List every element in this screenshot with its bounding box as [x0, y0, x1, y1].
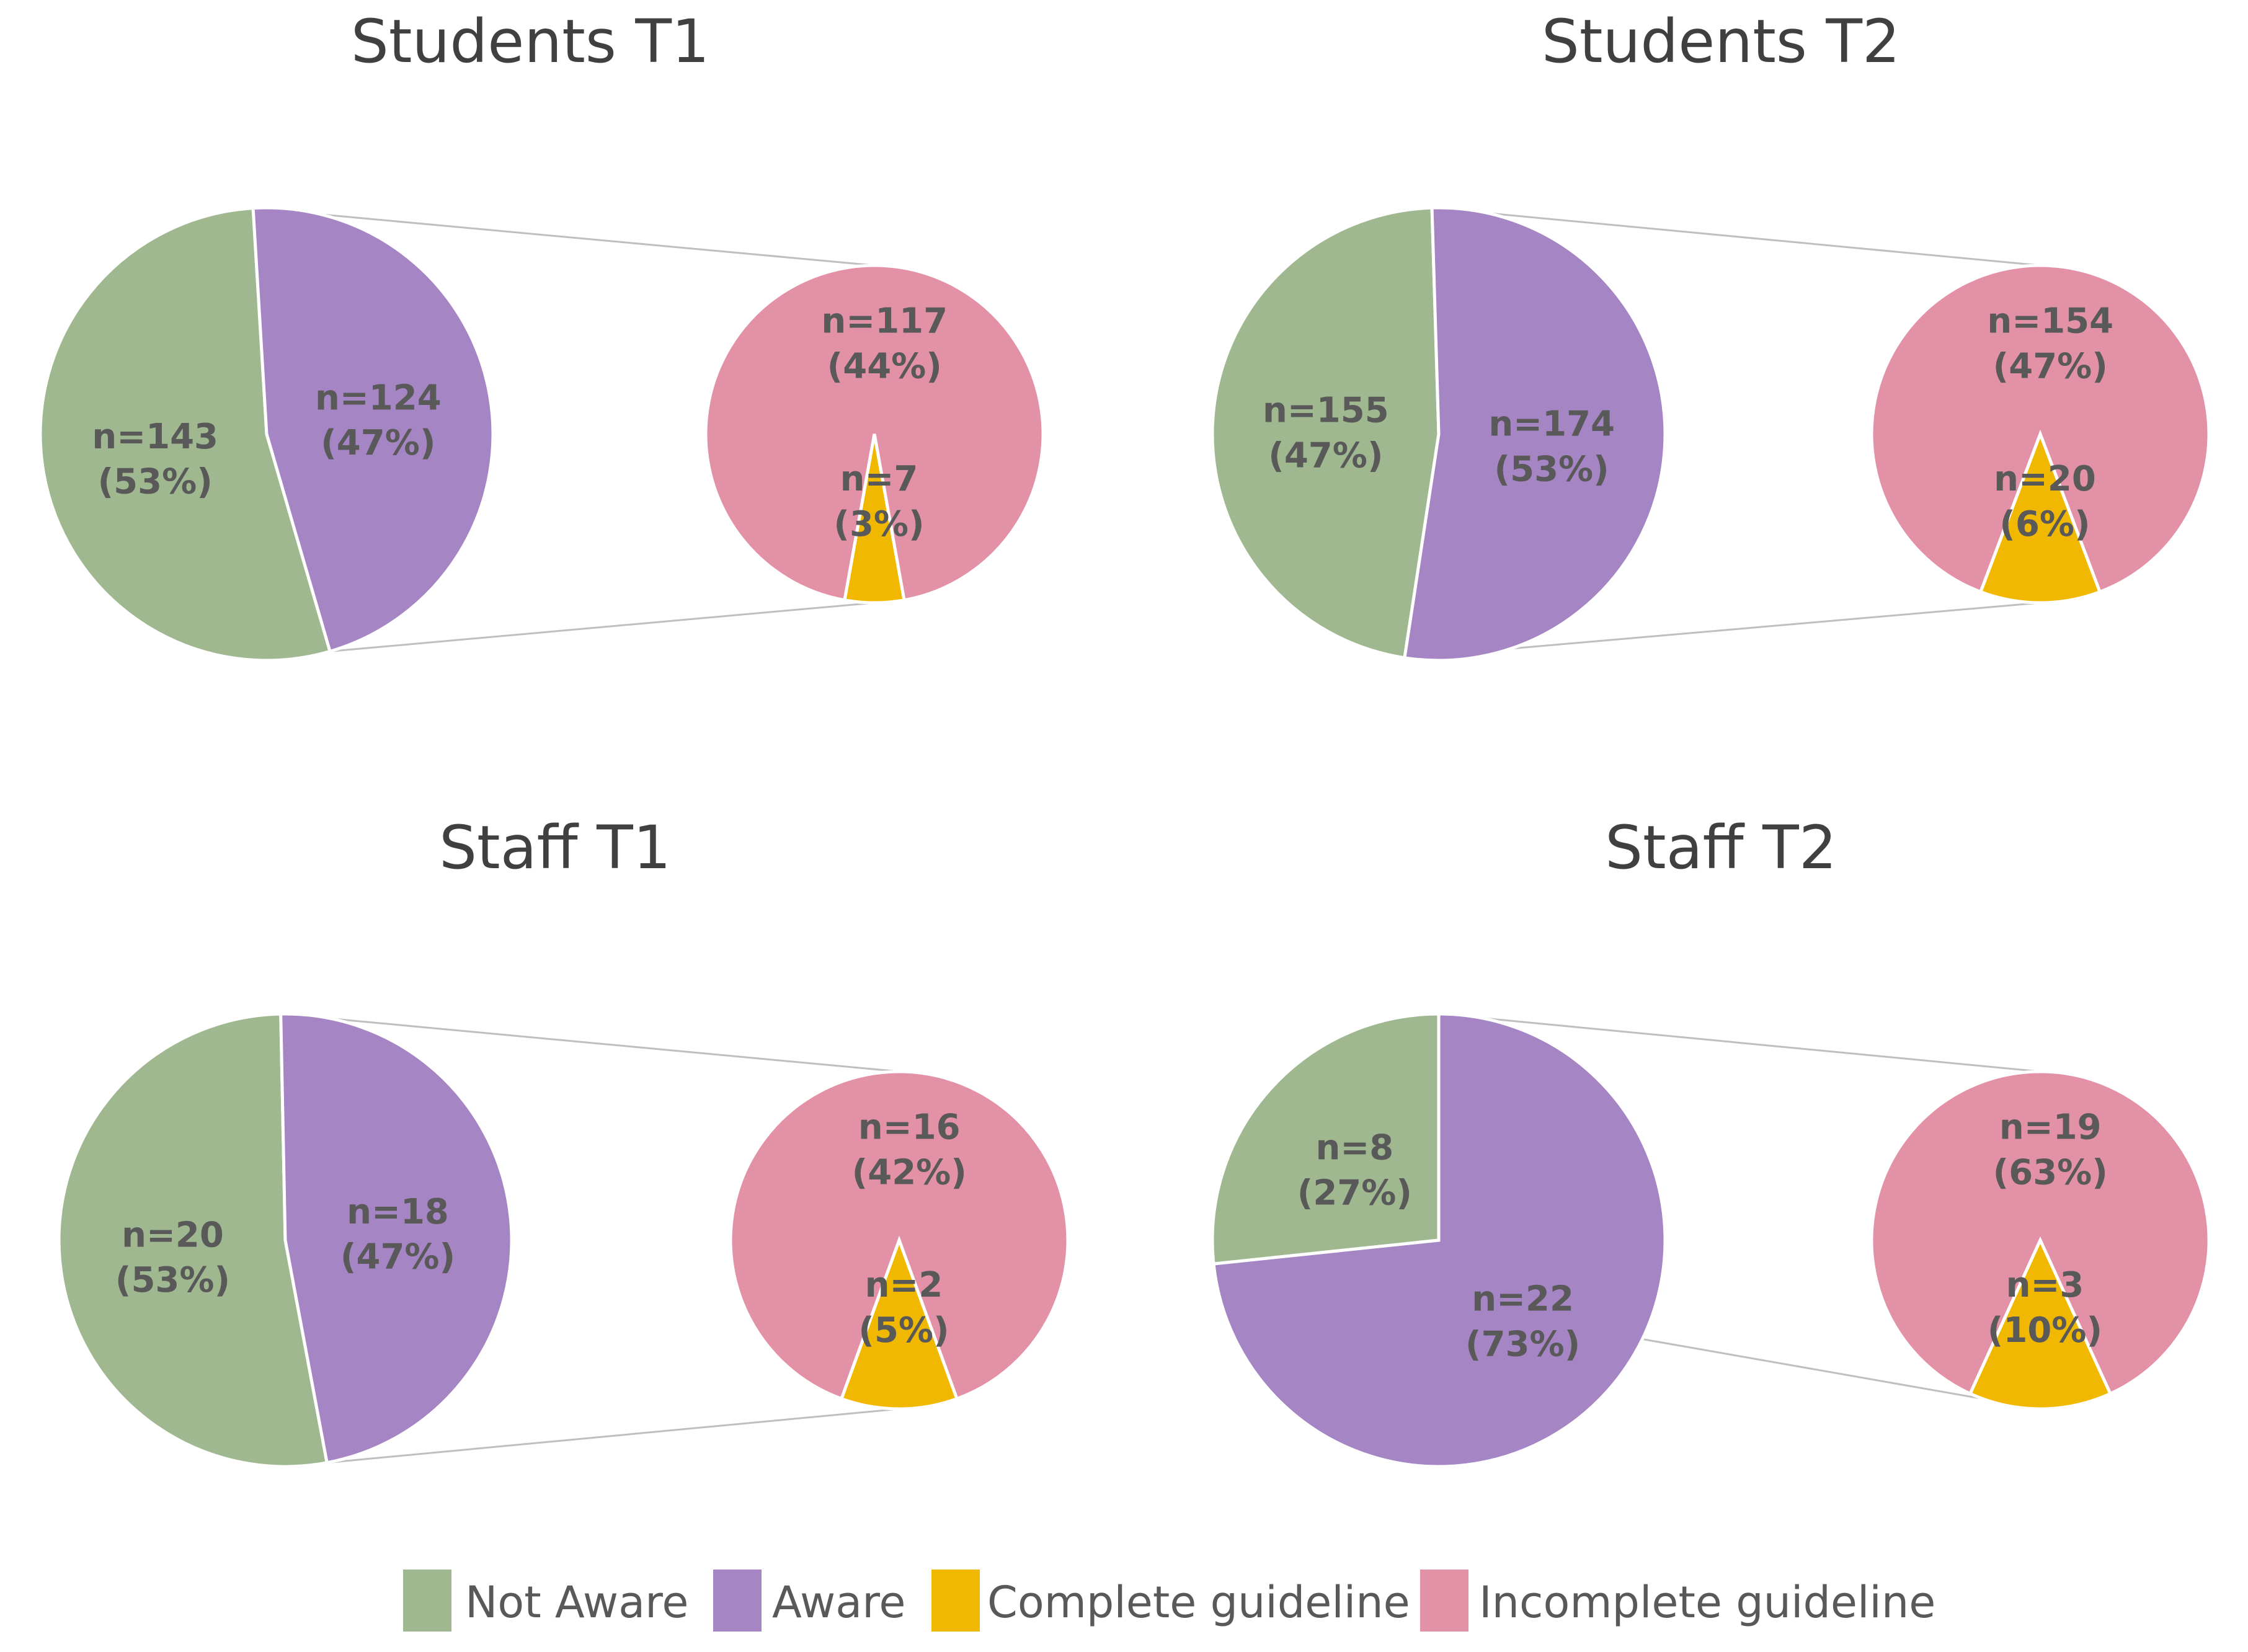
- legend-swatch-not-aware: [403, 1570, 451, 1632]
- legend-label-incomplete-guideline: Incomplete guideline: [1479, 1577, 1935, 1628]
- slice-aware: [251, 206, 495, 654]
- slice-not-aware: [1211, 1012, 1441, 1266]
- legend-label-not-aware: Not Aware: [465, 1577, 688, 1628]
- slice-complete-guideline: [1968, 1236, 2113, 1411]
- legend-label-complete-guideline: Complete guideline: [987, 1577, 1410, 1628]
- data-label-aware: n=18 (47%): [340, 1192, 455, 1277]
- slice-aware: [1212, 1012, 1667, 1468]
- chart-title: Students T2: [1542, 7, 1900, 76]
- data-label-aware: n=22 (73%): [1465, 1279, 1580, 1365]
- slice-aware: [1403, 206, 1667, 662]
- data-label-complete-guideline: n=3 (10%): [1988, 1265, 2102, 1351]
- slice-not-aware: [57, 1012, 329, 1468]
- chart-panel-staff-t2: Staff T2 n=8 (27%) n=22 (73%) n=19 (63%) n=3 (1…: [1211, 813, 2211, 1468]
- slice-incomplete-guideline: [704, 264, 1045, 602]
- slice-not-aware: [1211, 206, 1441, 660]
- data-label-not-aware: n=155 (47%): [1263, 391, 1389, 476]
- connector-line-top: [280, 1013, 900, 1073]
- slice-incomplete-guideline: [729, 1070, 1070, 1401]
- slice-complete-guideline: [839, 1235, 959, 1411]
- slice-not-aware: [38, 206, 332, 662]
- legend-swatch-incomplete-guideline: [1420, 1570, 1468, 1632]
- chart-title: Staff T2: [1605, 813, 1837, 882]
- data-label-aware: n=124 (47%): [315, 378, 442, 463]
- chart-title: Students T1: [351, 7, 709, 76]
- data-label-complete-guideline: n=7 (3%): [833, 459, 924, 544]
- chart-panel-students-t2: Students T2 n=155 (47%) n=174 (53%) n=154 (47…: [1211, 7, 2211, 662]
- data-label-complete-guideline: n=20 (6%): [1994, 459, 2096, 544]
- legend-label-aware: Aware: [772, 1577, 906, 1628]
- data-label-aware: n=174 (53%): [1488, 404, 1615, 490]
- data-label-incomplete-guideline: n=117 (44%): [821, 301, 948, 387]
- connector-line-top: [252, 207, 875, 267]
- data-label-incomplete-guideline: n=19 (63%): [1993, 1108, 2108, 1193]
- data-label-not-aware: n=8 (27%): [1297, 1127, 1412, 1213]
- legend: Not Aware Aware Complete guideline Incom…: [403, 1570, 1935, 1632]
- chart-title: Staff T1: [439, 813, 671, 882]
- connector-line-bottom: [327, 1408, 900, 1464]
- chart-panel-students-t1: Students T1 n=143 (53%) n=124 (47%) n=117 (44…: [38, 7, 1045, 662]
- data-label-not-aware: n=20 (53%): [115, 1215, 230, 1300]
- connector-line-top: [1438, 1013, 2041, 1073]
- slice-complete-guideline: [843, 433, 906, 605]
- data-label-not-aware: n=143 (53%): [92, 417, 218, 502]
- chart-panel-staff-t1: Staff T1 n=20 (53%) n=18 (47%) n=16 (42%) n=2(…: [57, 813, 1070, 1468]
- legend-swatch-aware: [713, 1570, 762, 1632]
- data-label-incomplete-guideline: n=16 (42%): [852, 1108, 967, 1193]
- data-label-incomplete-guideline: n=154 (47%): [1987, 301, 2113, 387]
- slice-incomplete-guideline: [1870, 264, 2211, 594]
- connector-line-bottom: [329, 602, 875, 652]
- data-label-complete-guideline: n=2 (5%): [858, 1265, 949, 1351]
- slice-incomplete-guideline: [1870, 1070, 2211, 1396]
- slice-complete-guideline: [1978, 429, 2102, 605]
- slice-aware: [279, 1012, 513, 1465]
- connector-line-top: [1431, 206, 2041, 267]
- legend-swatch-complete-guideline: [931, 1570, 980, 1632]
